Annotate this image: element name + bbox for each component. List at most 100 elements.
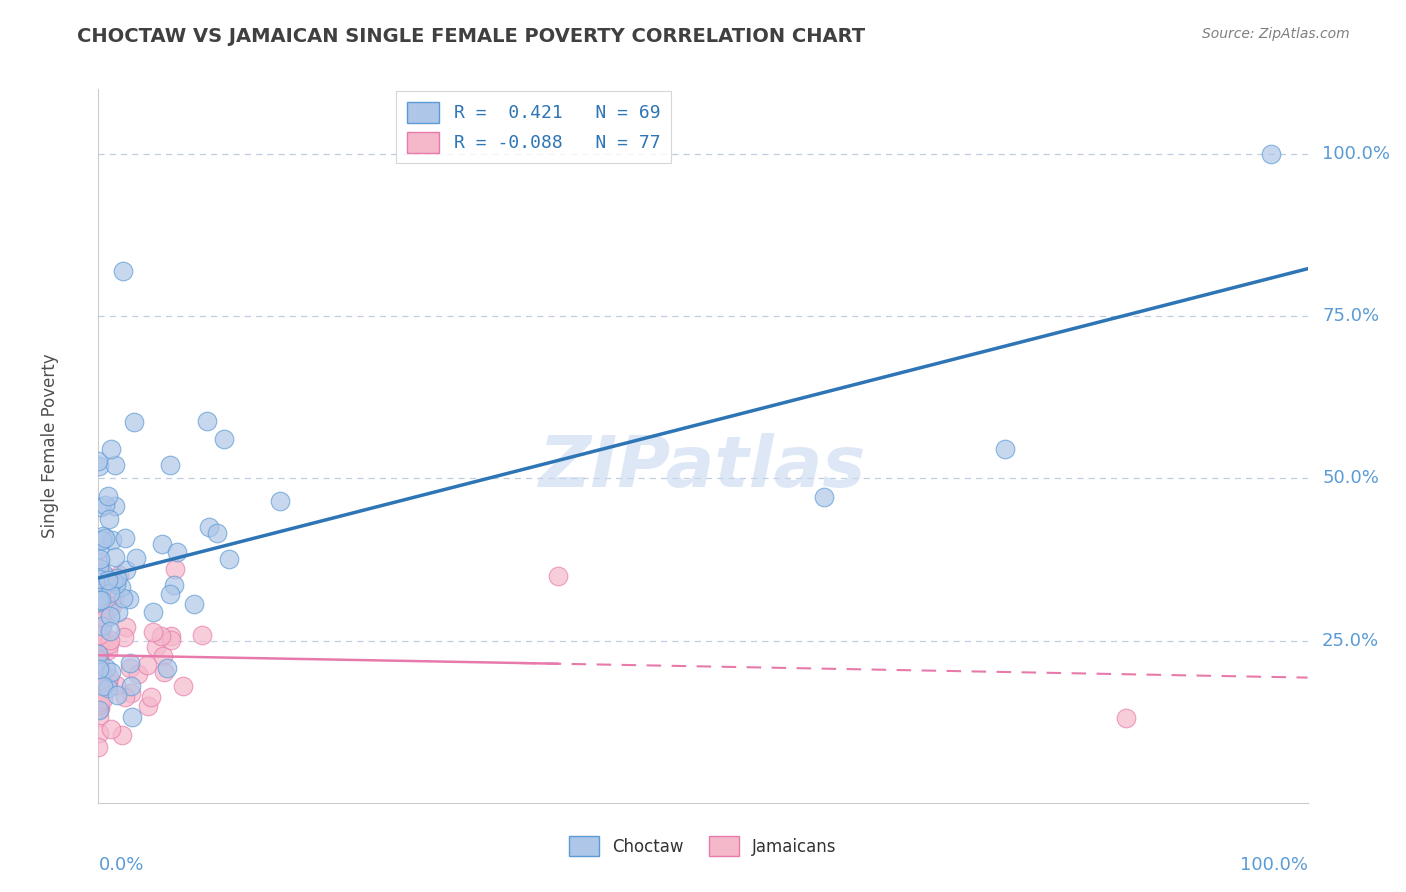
- Point: [118, 592, 141, 607]
- Point: [269, 494, 291, 508]
- Point: [142, 605, 165, 619]
- Point: [152, 648, 174, 663]
- Text: CHOCTAW VS JAMAICAN SINGLE FEMALE POVERTY CORRELATION CHART: CHOCTAW VS JAMAICAN SINGLE FEMALE POVERT…: [77, 27, 866, 45]
- Point: [97, 637, 120, 651]
- Point: [90, 671, 112, 685]
- Point: [120, 679, 142, 693]
- Point: [89, 590, 111, 604]
- Point: [89, 556, 111, 570]
- Point: [105, 571, 128, 585]
- Point: [105, 689, 128, 703]
- Point: [89, 653, 111, 667]
- Text: 50.0%: 50.0%: [1322, 469, 1379, 487]
- Point: [87, 458, 110, 473]
- Point: [87, 542, 110, 557]
- Point: [103, 592, 125, 607]
- Point: [89, 630, 111, 644]
- Point: [190, 628, 212, 642]
- Point: [156, 661, 179, 675]
- Point: [90, 667, 112, 681]
- Text: 75.0%: 75.0%: [1322, 307, 1379, 326]
- Point: [98, 624, 121, 638]
- Point: [89, 614, 111, 628]
- Point: [87, 702, 110, 716]
- Point: [159, 458, 181, 473]
- Point: [87, 590, 110, 604]
- Point: [87, 726, 110, 740]
- Point: [94, 611, 117, 625]
- Point: [97, 643, 120, 657]
- Point: [90, 610, 112, 624]
- Legend: Choctaw, Jamaicans: Choctaw, Jamaicans: [562, 830, 844, 863]
- Point: [90, 621, 112, 635]
- Point: [162, 578, 184, 592]
- Point: [87, 595, 110, 609]
- Point: [115, 619, 138, 633]
- Point: [153, 665, 176, 680]
- Point: [111, 264, 134, 278]
- Point: [89, 688, 111, 702]
- Point: [90, 533, 112, 548]
- Point: [94, 569, 117, 583]
- Point: [87, 664, 110, 678]
- Point: [205, 525, 228, 540]
- Point: [98, 670, 121, 684]
- Point: [97, 573, 120, 587]
- Point: [90, 619, 112, 633]
- Point: [145, 640, 167, 655]
- Point: [547, 568, 569, 582]
- Point: [120, 686, 142, 700]
- Point: [87, 642, 110, 657]
- Point: [89, 560, 111, 574]
- Point: [91, 529, 114, 543]
- Point: [91, 668, 114, 682]
- Point: [89, 663, 111, 677]
- Point: [89, 673, 111, 687]
- Point: [87, 710, 110, 724]
- Point: [89, 700, 111, 714]
- Point: [98, 609, 121, 624]
- Point: [87, 698, 110, 712]
- Point: [89, 648, 111, 663]
- Point: [87, 688, 110, 702]
- Point: [172, 679, 194, 693]
- Point: [87, 656, 110, 670]
- Point: [87, 611, 110, 625]
- Point: [87, 740, 110, 755]
- Point: [107, 605, 129, 619]
- Point: [159, 587, 181, 601]
- Point: [97, 489, 120, 503]
- Point: [150, 629, 173, 643]
- Point: [93, 632, 115, 647]
- Point: [90, 500, 112, 515]
- Point: [218, 551, 240, 566]
- Point: [87, 561, 110, 575]
- Point: [111, 591, 134, 605]
- Point: [115, 563, 138, 577]
- Point: [110, 580, 132, 594]
- Point: [89, 635, 111, 649]
- Point: [98, 632, 121, 647]
- Text: ZIPatlas: ZIPatlas: [540, 433, 866, 502]
- Point: [104, 576, 127, 591]
- Point: [98, 586, 121, 600]
- Point: [212, 432, 235, 446]
- Point: [87, 703, 110, 717]
- Point: [93, 692, 115, 706]
- Point: [118, 660, 141, 674]
- Point: [100, 533, 122, 548]
- Point: [127, 666, 149, 681]
- Point: [100, 665, 122, 679]
- Point: [93, 498, 115, 512]
- Point: [103, 574, 125, 588]
- Point: [89, 677, 111, 691]
- Text: Single Female Poverty: Single Female Poverty: [41, 354, 59, 538]
- Point: [98, 512, 121, 526]
- Point: [813, 491, 835, 505]
- Text: 25.0%: 25.0%: [1322, 632, 1379, 649]
- Point: [195, 414, 218, 428]
- Point: [104, 458, 127, 472]
- Point: [136, 699, 159, 714]
- Point: [118, 656, 141, 670]
- Point: [136, 658, 159, 673]
